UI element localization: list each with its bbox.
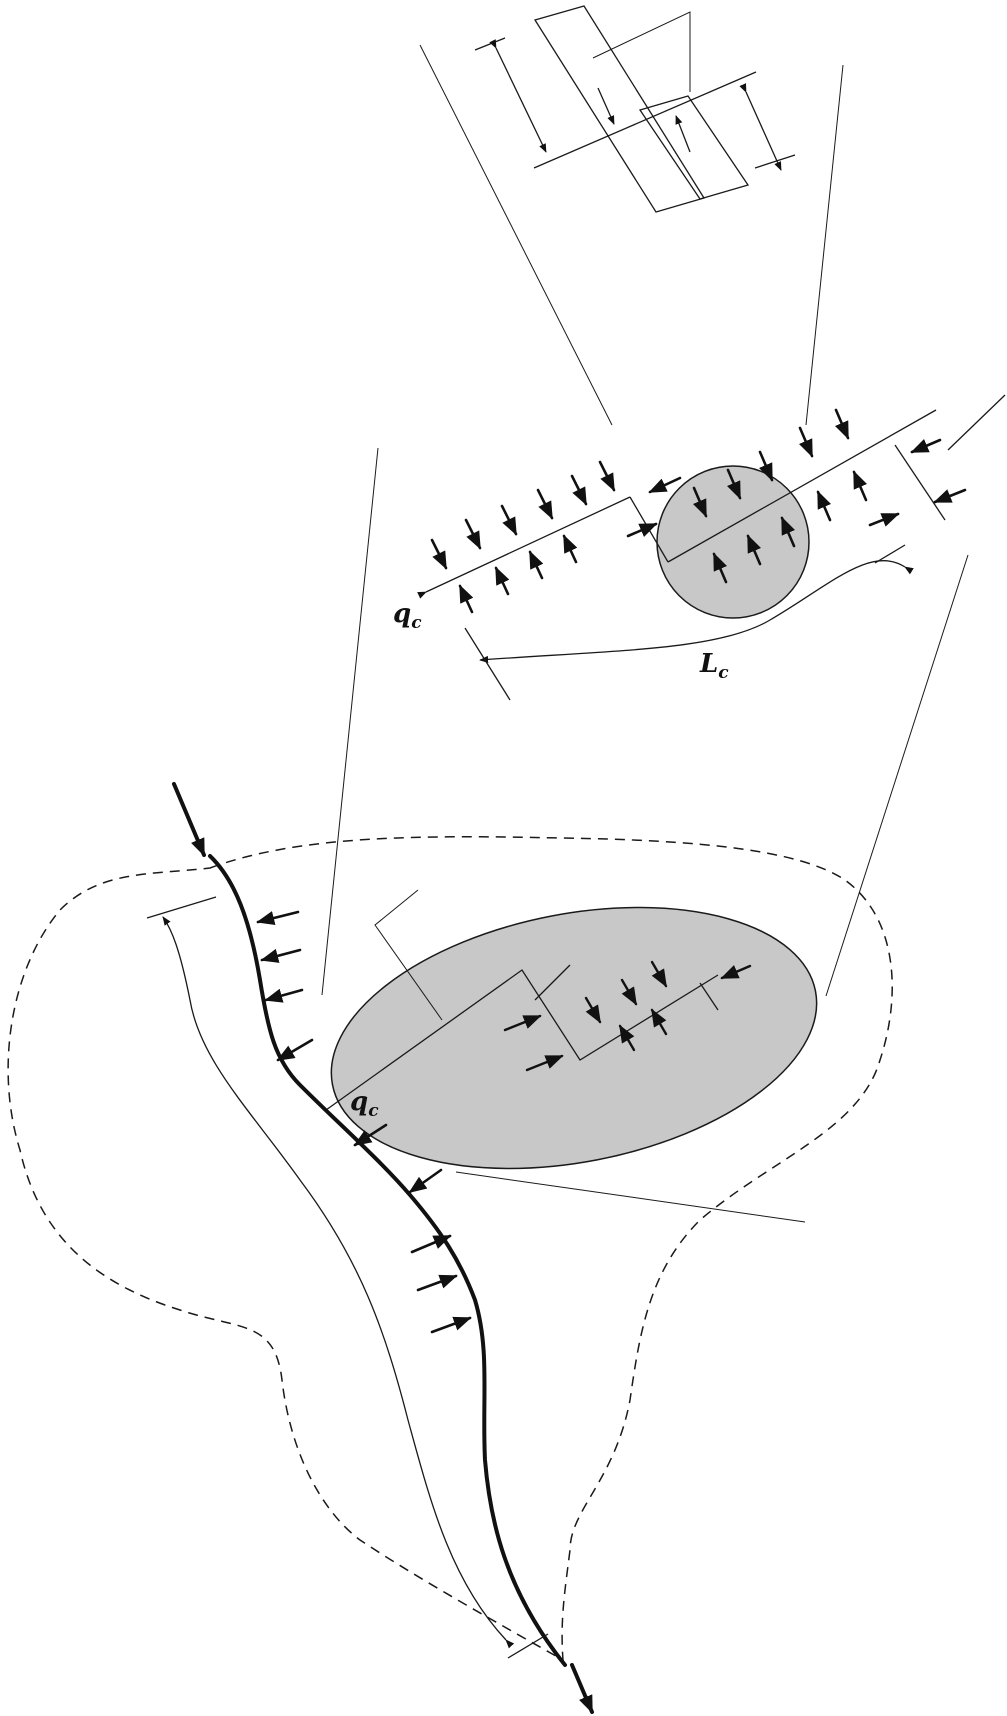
length-label: Lc bbox=[699, 649, 729, 683]
crack-length-dimension bbox=[162, 916, 515, 1649]
magnification-line bbox=[805, 64, 844, 426]
offset-dimension-left bbox=[489, 39, 547, 153]
grain-ellipse bbox=[330, 906, 818, 1170]
offset-detail bbox=[474, 5, 796, 213]
upper-block bbox=[533, 5, 706, 213]
lower-block bbox=[638, 95, 750, 200]
process-zone: qc bbox=[7, 782, 893, 1714]
magnification-line bbox=[321, 447, 379, 996]
grain bbox=[656, 465, 810, 619]
crack-line bbox=[417, 496, 631, 599]
crack-entry-arrow bbox=[172, 782, 206, 857]
grain-boundary-detail: qc Lc bbox=[393, 394, 1006, 701]
magnification-line bbox=[419, 44, 613, 426]
magnification-line bbox=[825, 554, 969, 997]
flux-label-mid: qc bbox=[393, 599, 422, 633]
length-dimension bbox=[479, 560, 914, 664]
crack-exit-arrow bbox=[570, 1663, 594, 1714]
magnification-line bbox=[455, 1171, 806, 1223]
offset-dimension-right bbox=[739, 83, 782, 171]
dashed-zone-boundary bbox=[7, 836, 893, 1662]
flux-label-crack: qc bbox=[350, 1087, 379, 1121]
reference-line bbox=[533, 71, 757, 169]
